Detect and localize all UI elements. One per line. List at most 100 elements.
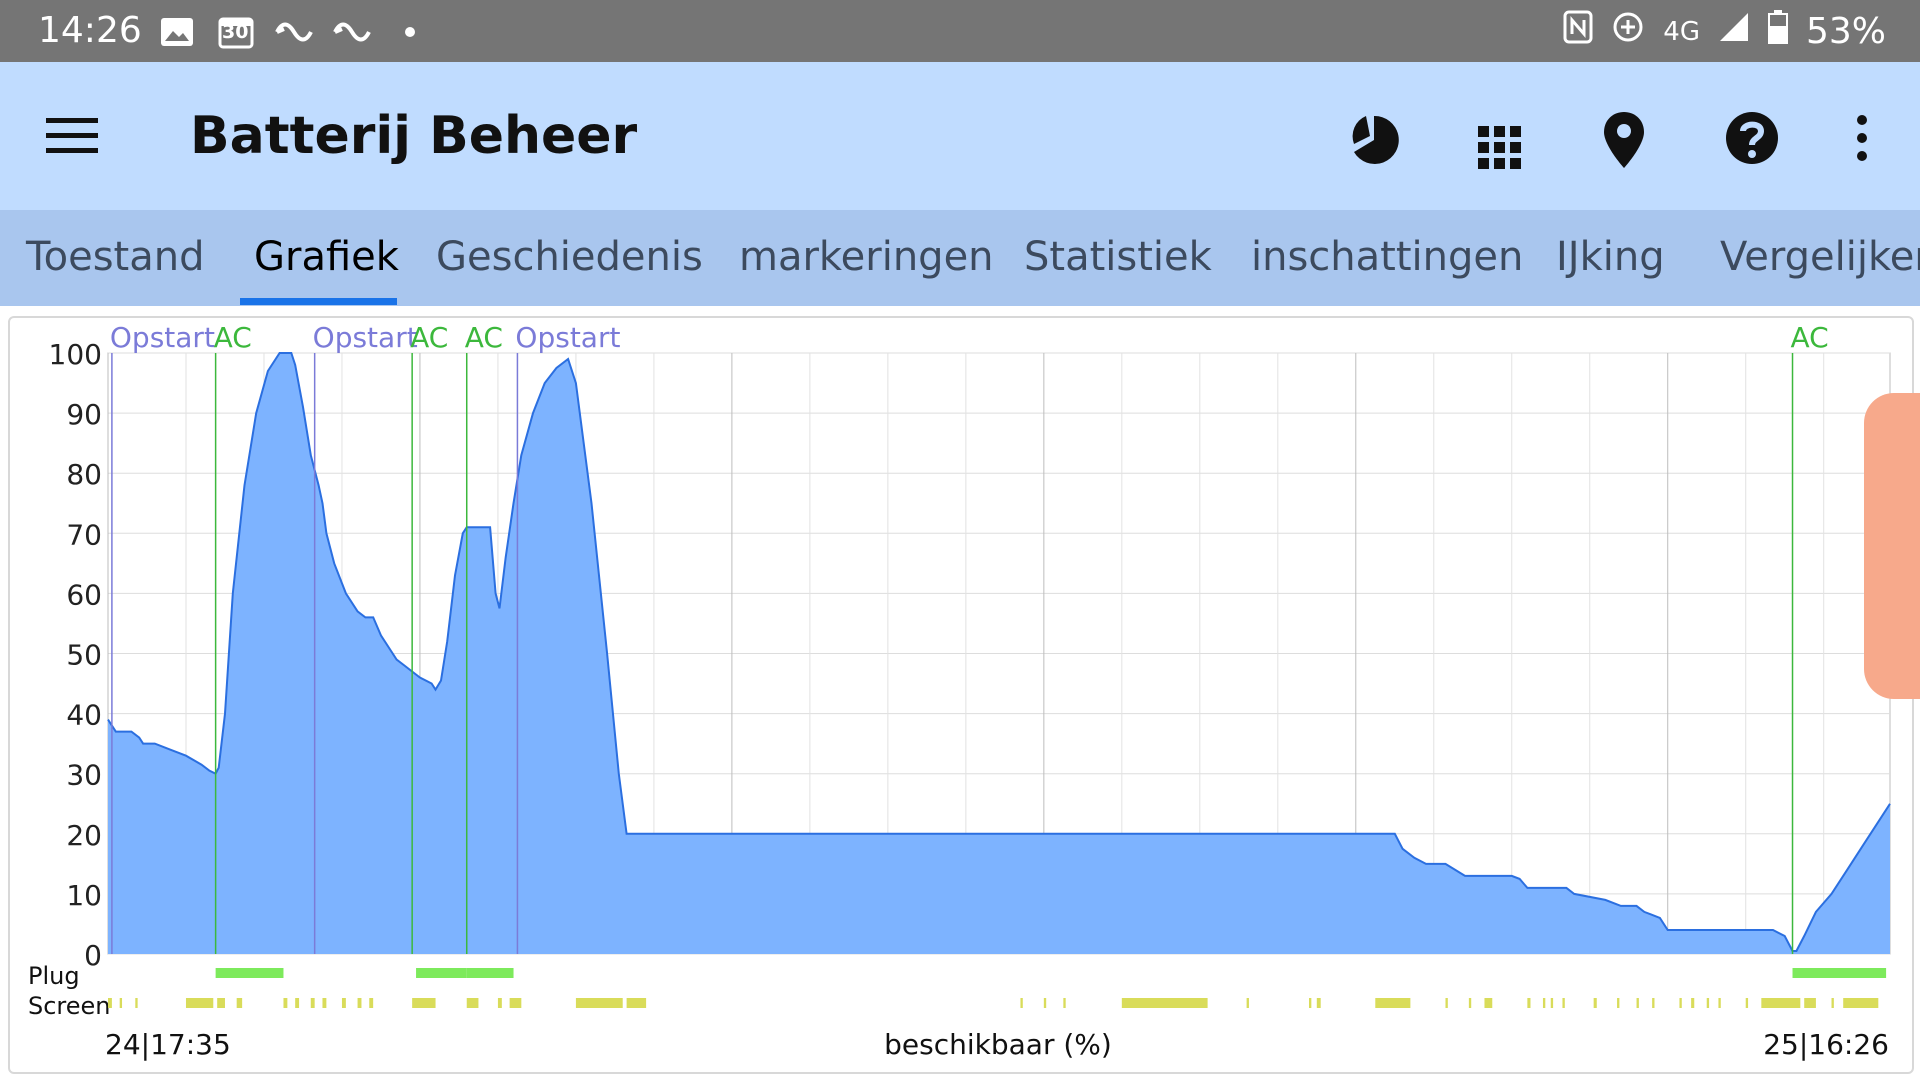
image-notification-icon <box>160 14 194 50</box>
tab-grafiek[interactable]: Grafiek <box>254 234 399 280</box>
plug-row-label: Plug <box>28 962 80 990</box>
ac-marker-label: AC <box>465 321 503 354</box>
pie-chart-icon[interactable] <box>1346 112 1402 172</box>
calendar-day: 30 <box>222 21 249 43</box>
screen-bar <box>1691 998 1695 1008</box>
battery-area <box>108 353 1890 954</box>
screen-bar <box>1843 998 1879 1008</box>
screen-bar <box>369 998 374 1008</box>
x-end-label: 25|16:26 <box>1763 1028 1889 1061</box>
plug-bar <box>466 968 514 978</box>
plug-bar <box>416 968 467 978</box>
location-pin-icon[interactable] <box>1602 110 1646 174</box>
battery-line <box>107 352 1891 952</box>
apps-grid-icon[interactable] <box>1476 124 1524 176</box>
screen-bar <box>283 998 288 1008</box>
y-tick-label: 40 <box>66 699 102 732</box>
y-tick-label: 30 <box>66 759 102 792</box>
y-tick-label: 10 <box>66 879 102 912</box>
tab-ijking[interactable]: IJking <box>1556 234 1665 280</box>
y-tick-label: 90 <box>66 398 102 431</box>
tab-inschattingen[interactable]: inschattingen <box>1251 234 1524 280</box>
screen-bar <box>466 998 479 1008</box>
screen-bar <box>1484 998 1493 1008</box>
screen-bar <box>1527 998 1531 1008</box>
sync-icon <box>332 14 372 50</box>
y-tick-label: 50 <box>66 639 102 672</box>
y-tick-label: 70 <box>66 518 102 551</box>
screen-bar <box>135 998 138 1008</box>
screen-bar <box>1121 998 1208 1008</box>
network-type: 4G <box>1663 16 1700 47</box>
screen-bar <box>1804 998 1816 1008</box>
y-tick-label: 60 <box>66 578 102 611</box>
screen-bar <box>236 998 243 1008</box>
screen-bar <box>1706 998 1710 1008</box>
plug-bar <box>1792 968 1887 978</box>
tab-geschiedenis[interactable]: Geschiedenis <box>436 234 703 280</box>
status-time: 14:26 <box>38 10 142 51</box>
screen-bar <box>497 998 502 1008</box>
ac-marker-label: AC <box>410 321 448 354</box>
screen-bar <box>1636 998 1639 1008</box>
tab-toestand[interactable]: Toestand <box>26 234 205 280</box>
boot-marker-label: Opstart <box>313 321 418 354</box>
tab-vergelijken[interactable]: Vergelijken <box>1720 234 1920 280</box>
boot-marker-label: Opstart <box>515 321 620 354</box>
tab-statistiek[interactable]: Statistiek <box>1024 234 1212 280</box>
screen-bar <box>1246 998 1249 1008</box>
screen-bar <box>217 998 225 1008</box>
menu-icon[interactable] <box>46 116 100 160</box>
screen-bar <box>626 998 647 1008</box>
screen-bar <box>1550 998 1554 1008</box>
active-tab-indicator <box>240 298 397 305</box>
screen-bar <box>341 998 346 1008</box>
y-tick-label: 20 <box>66 819 102 852</box>
boot-marker-label: Opstart <box>110 321 215 354</box>
screen-bar <box>310 998 315 1008</box>
screen-bar <box>1761 998 1801 1008</box>
screen-bar <box>108 998 112 1008</box>
screen-bar <box>1831 998 1834 1008</box>
ac-marker-label: AC <box>1791 321 1829 354</box>
screen-bar <box>412 998 436 1008</box>
screen-row-label: Screen <box>28 992 111 1020</box>
screen-bar <box>1562 998 1565 1008</box>
screen-bar <box>119 998 123 1008</box>
screen-bar <box>1718 998 1721 1008</box>
screen-bar <box>1617 998 1620 1008</box>
screen-bar <box>322 998 327 1008</box>
tab-markeringen[interactable]: markeringen <box>739 234 994 280</box>
screen-bar <box>357 998 362 1008</box>
nfc-icon <box>1563 10 1593 53</box>
signal-icon <box>1718 11 1750 52</box>
plug-bar <box>215 968 284 978</box>
screen-bar <box>1679 998 1682 1008</box>
status-bar: 14:26 30 4G 53% <box>0 0 1920 62</box>
more-vert-icon[interactable] <box>1854 114 1870 166</box>
screen-bar <box>1445 998 1448 1008</box>
screen-bar <box>1593 998 1597 1008</box>
battery-icon <box>1767 10 1788 53</box>
y-axis-title: beschikbaar (%) <box>884 1028 1112 1061</box>
y-tick-label: 80 <box>66 458 102 491</box>
screen-bar <box>1652 998 1655 1008</box>
screen-bar <box>185 998 214 1008</box>
screen-bar <box>1745 998 1749 1008</box>
calendar-icon: 30 <box>218 14 254 50</box>
data-saver-icon <box>1611 10 1645 53</box>
screen-bar <box>295 998 300 1008</box>
sync-icon <box>274 14 314 50</box>
ac-marker-label: AC <box>214 321 252 354</box>
screen-bar <box>1063 998 1066 1008</box>
scroll-handle[interactable] <box>1864 393 1920 699</box>
y-tick-label: 100 <box>49 338 102 371</box>
screen-bar <box>1468 998 1472 1008</box>
battery-percent: 53% <box>1805 11 1886 52</box>
help-icon[interactable] <box>1724 110 1780 170</box>
screen-bar <box>1308 998 1312 1008</box>
screen-bar <box>1316 998 1321 1008</box>
status-right: 4G 53% <box>1563 10 1886 53</box>
screen-bar <box>1020 998 1023 1008</box>
